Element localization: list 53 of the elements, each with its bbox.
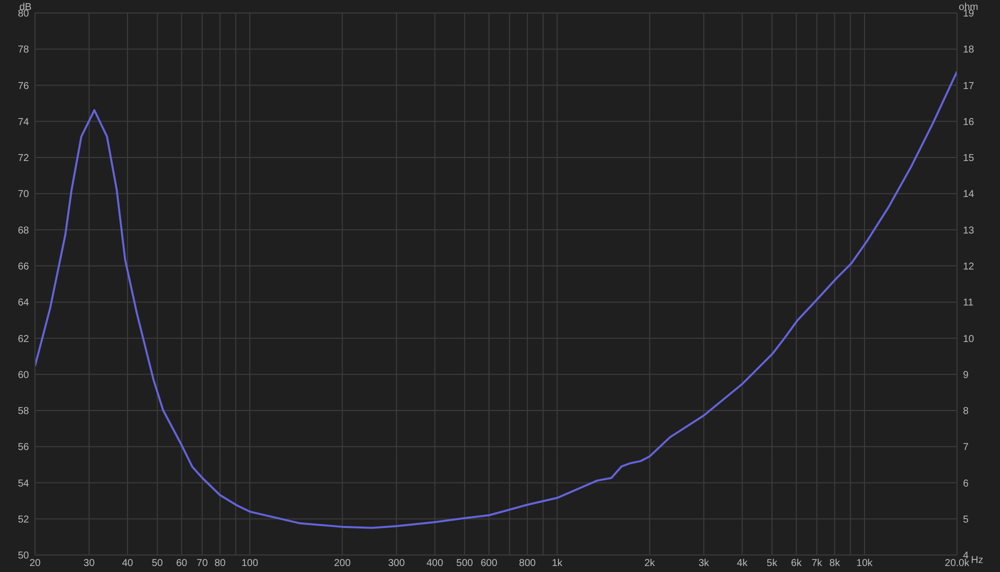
y2-tick-label: 16 [963,116,975,128]
y2-tick-label: 7 [963,442,969,454]
x-tick-label: 80 [214,558,226,570]
y2-tick-label: 6 [963,478,969,490]
x-tick-label: 7k [812,558,824,570]
x-tick-label: 50 [152,558,164,570]
y-tick-label: 62 [18,334,30,345]
y2-tick-label: 18 [963,44,975,56]
y2-tick-label: 14 [963,189,975,200]
y-tick-label: 68 [18,225,30,236]
x-tick-label: 400 [426,558,444,570]
y-tick-label: 56 [18,442,30,454]
x-tick-label: 4k [736,558,748,570]
x-tick-label: 500 [456,558,474,570]
x-tick-label: 300 [388,558,406,570]
y-tick-label: 72 [18,153,30,164]
y-tick-label: 70 [18,189,30,200]
y-tick-label: 58 [18,406,30,418]
y-tick-label: 50 [18,550,30,562]
x-tick-label: 8k [829,558,841,570]
x-tick-label: 20 [29,558,41,570]
x-tick-label: 40 [122,558,134,570]
y2-tick-label: 10 [963,334,975,345]
y2-tick-label: 12 [963,261,975,272]
x-tick-label: 70 [196,558,208,570]
x-tick-label: 100 [241,558,259,570]
y-tick-label: 78 [18,44,30,56]
x-tick-label: 1k [552,558,564,570]
y2-tick-label: 13 [963,225,975,236]
x-tick-label: 6k [791,558,803,570]
x-tick-label: 30 [84,558,96,570]
y2-tick-label: 8 [963,406,969,418]
y-tick-label: 52 [18,514,30,526]
x-tick-label: 800 [519,558,536,570]
y-tick-label: 54 [18,478,30,490]
y2-tick-label: 9 [963,370,969,381]
x-tick-label: 600 [480,558,498,570]
x-tick-label: 10k [856,558,874,570]
x-tick-label: 60 [176,558,188,570]
y2-tick-label: 5 [963,514,969,526]
y-tick-label: 74 [18,116,30,128]
x-tick-label: 2k [644,558,656,570]
y-tick-label: 66 [18,261,30,272]
x-tick-label: 3k [698,558,710,570]
y-tick-label: 64 [18,298,30,309]
x-tick-label: 200 [334,558,352,570]
y2-tick-label: 11 [963,298,974,309]
x-axis-title: Hz [971,555,984,566]
y-tick-label: 60 [18,370,30,381]
x-tick-label: 5k [766,558,778,570]
y2-tick-label: 17 [963,80,975,92]
y-tick-label: 76 [18,80,30,92]
y2-tick-label: 15 [963,153,975,164]
